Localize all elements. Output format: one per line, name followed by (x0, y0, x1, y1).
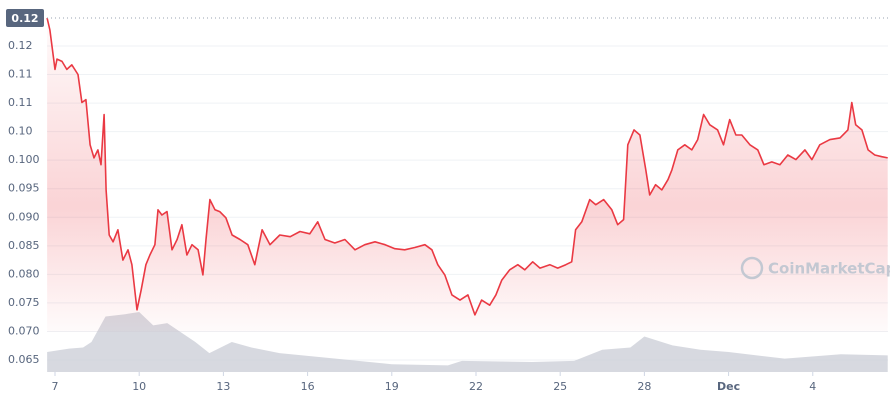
volume-area (47, 312, 888, 372)
label-layer: 0.12 0.11 0.11 0.10 0.100 0.095 0.090 0.085 0.08… (6, 9, 888, 393)
y-tick-label: 0.065 (8, 353, 40, 366)
watermark-text: CoinMarketCap (768, 260, 890, 278)
y-tick-label: 0.080 (8, 267, 40, 280)
y-tick-label: 0.11 (8, 96, 33, 109)
y-tick-label: 0.090 (8, 210, 40, 223)
max-label-box (6, 9, 44, 27)
y-tick-label: 0.12 (8, 39, 33, 52)
price-area (47, 18, 888, 332)
x-tick-label: 25 (553, 380, 567, 393)
x-tick-label: 4 (809, 380, 816, 393)
volume-layer (47, 312, 888, 372)
y-tick-label: 0.100 (8, 153, 40, 166)
y-tick-label: 0.070 (8, 324, 40, 337)
x-tick-label: 28 (637, 380, 651, 393)
x-tick-label: 13 (216, 380, 230, 393)
x-tick-label: 22 (469, 380, 483, 393)
y-tick-label: 0.11 (8, 68, 33, 81)
y-tick-label: 0.075 (8, 296, 40, 309)
line-layer (46, 17, 888, 316)
y-tick-label: 0.085 (8, 239, 40, 252)
price-line (46, 17, 888, 316)
x-tick-label: Dec (717, 380, 740, 393)
y-tick-label: 0.10 (8, 125, 33, 138)
area-layer (47, 18, 888, 332)
x-tick-label: 16 (301, 380, 315, 393)
x-tick-label: 7 (51, 380, 58, 393)
watermark: CoinMarketCap (740, 256, 890, 280)
watermark-logo (740, 256, 764, 280)
max-label: 0.12 (11, 12, 38, 25)
x-tick-label: 19 (385, 380, 399, 393)
x-tick-label: 10 (132, 380, 146, 393)
y-tick-label: 0.095 (8, 182, 40, 195)
